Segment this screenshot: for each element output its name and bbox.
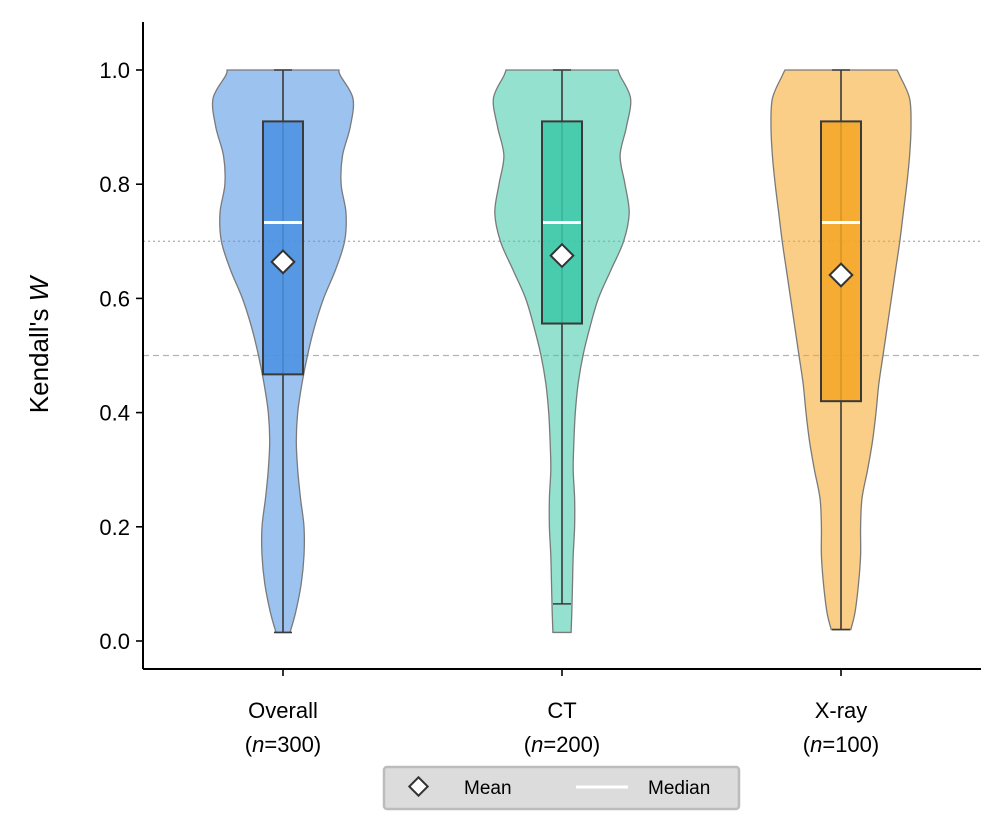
y-tick-label: 0.6	[99, 286, 130, 311]
iqr-box	[820, 120, 862, 403]
y-tick-label: 0.8	[99, 172, 130, 197]
x-ticks: Overall (n=300) CT (n=200) X-ray (n=100)	[245, 669, 879, 757]
x-tick-n-label: (n=200)	[524, 732, 600, 757]
y-tick-label: 0.2	[99, 515, 130, 540]
legend-box	[382, 765, 741, 811]
x-tick-label: CT	[547, 698, 576, 723]
y-axis-label-var: W	[24, 274, 54, 301]
y-axis-label-prefix: Kendall's	[24, 301, 54, 413]
y-tick-label: 0.0	[99, 629, 130, 654]
y-tick-label: 1.0	[99, 58, 130, 83]
legend: Mean Median	[382, 765, 741, 811]
x-tick-label: Overall	[248, 698, 318, 723]
mean-marker	[270, 249, 296, 275]
mean-marker	[549, 242, 575, 269]
x-tick-n-label: (n=100)	[803, 732, 879, 757]
iqr-box	[262, 120, 304, 376]
y-ticks: 0.0 0.2 0.4 0.6 0.8 1.0	[99, 58, 143, 654]
y-axis-label: Kendall's W	[24, 274, 54, 413]
diamond-icon	[407, 775, 430, 798]
y-tick-label: 0.4	[99, 401, 130, 426]
boxplots	[262, 69, 862, 634]
legend-label-mean: Mean	[464, 778, 512, 799]
legend-label-median: Median	[648, 778, 710, 799]
x-tick-label: X-ray	[815, 698, 868, 723]
x-tick-n-label: (n=300)	[245, 732, 321, 757]
mean-marker	[828, 262, 854, 288]
